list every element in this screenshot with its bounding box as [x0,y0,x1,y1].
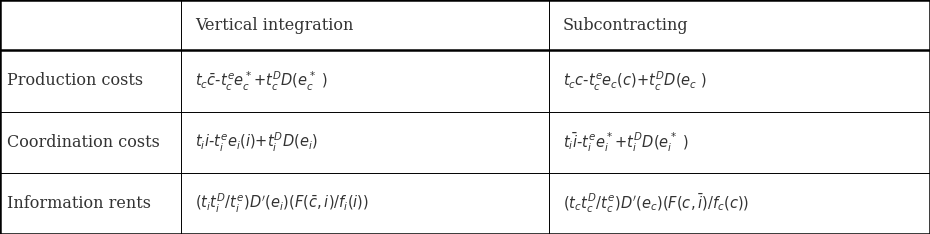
Text: $(t_i t_i^D/t_i^e)D^{\prime}(e_i)(F(\bar{c},i)/f_i(i))$: $(t_i t_i^D/t_i^e)D^{\prime}(e_i)(F(\bar… [195,192,369,215]
Text: Coordination costs: Coordination costs [7,134,160,151]
Text: $t_c\bar{c}$-$t_c^e e_c^*$+$t_c^D D(e_c^*\ )$: $t_c\bar{c}$-$t_c^e e_c^*$+$t_c^D D(e_c^… [195,69,328,92]
Text: $t_c c$-$t_c^e e_c(c)$+$t_c^D D(e_c\ )$: $t_c c$-$t_c^e e_c(c)$+$t_c^D D(e_c\ )$ [563,69,707,92]
Text: Production costs: Production costs [7,73,143,89]
Text: $t_i i$-$t_i^e e_i(i)$+$t_i^D D(e_i)$: $t_i i$-$t_i^e e_i(i)$+$t_i^D D(e_i)$ [195,131,318,154]
Text: $(t_c t_c^D/t_c^e)D^{\prime}(e_c)(F(c,\bar{i})/f_c(c))$: $(t_c t_c^D/t_c^e)D^{\prime}(e_c)(F(c,\b… [563,192,749,215]
Text: Subcontracting: Subcontracting [563,17,688,34]
Text: Information rents: Information rents [7,195,152,212]
Text: $t_i\bar{i}$-$t_i^e e_i^*$+$t_i^D D(e_i^*\ )$: $t_i\bar{i}$-$t_i^e e_i^*$+$t_i^D D(e_i^… [563,130,689,154]
Text: Vertical integration: Vertical integration [195,17,353,34]
